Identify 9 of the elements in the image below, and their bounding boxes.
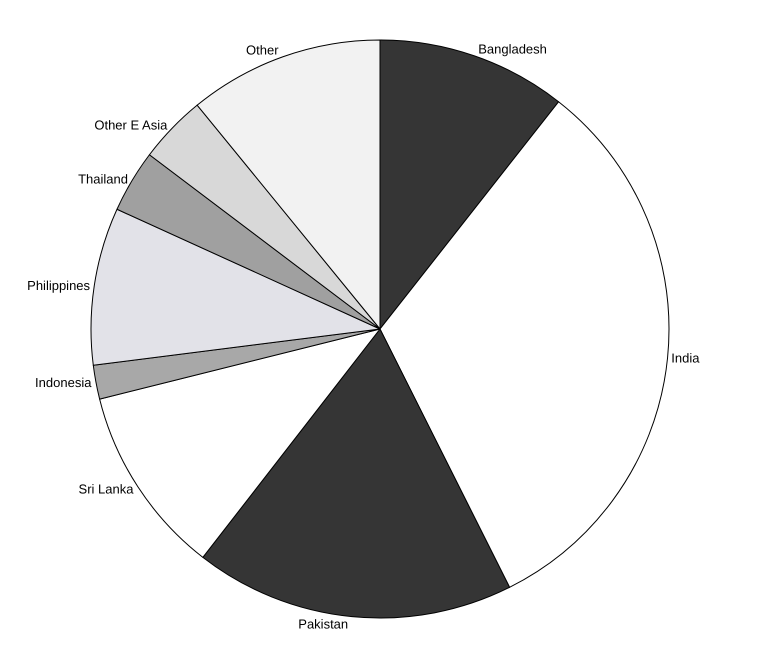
slice-label: India xyxy=(671,350,700,366)
slice-label: Bangladesh xyxy=(478,42,547,57)
slice-label: Philippines xyxy=(27,278,91,293)
slice-label: Thailand xyxy=(78,172,128,187)
slice-label: Other E Asia xyxy=(94,117,168,132)
slice-label: Pakistan xyxy=(298,616,348,632)
slice-label: Indonesia xyxy=(35,375,92,390)
slice-label: Other xyxy=(246,42,280,58)
slice-label: Sri Lanka xyxy=(78,482,134,497)
